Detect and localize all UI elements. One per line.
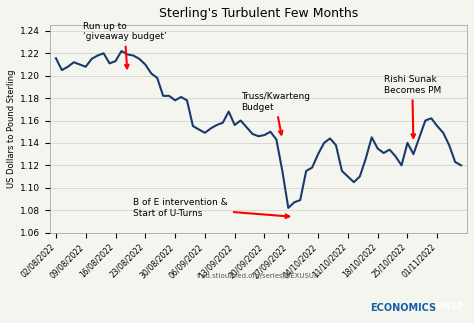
Text: eHELP: eHELP — [434, 302, 464, 310]
Y-axis label: US Dollars to Pound Sterling: US Dollars to Pound Sterling — [7, 70, 16, 188]
Text: ECONOMICS: ECONOMICS — [370, 303, 436, 313]
Text: B of E intervention &
Start of U-Turns: B of E intervention & Start of U-Turns — [133, 198, 289, 218]
Text: fred.stlouisfed.org/series/DEXUSUK: fred.stlouisfed.org/series/DEXUSUK — [197, 273, 320, 279]
Text: Rishi Sunak
Becomes PM: Rishi Sunak Becomes PM — [383, 75, 441, 138]
Text: Run up to
‘giveaway budget’: Run up to ‘giveaway budget’ — [83, 22, 166, 68]
Title: Sterling's Turbulent Few Months: Sterling's Turbulent Few Months — [159, 7, 358, 20]
Text: Truss/Kwarteng
Budget: Truss/Kwarteng Budget — [241, 92, 310, 135]
